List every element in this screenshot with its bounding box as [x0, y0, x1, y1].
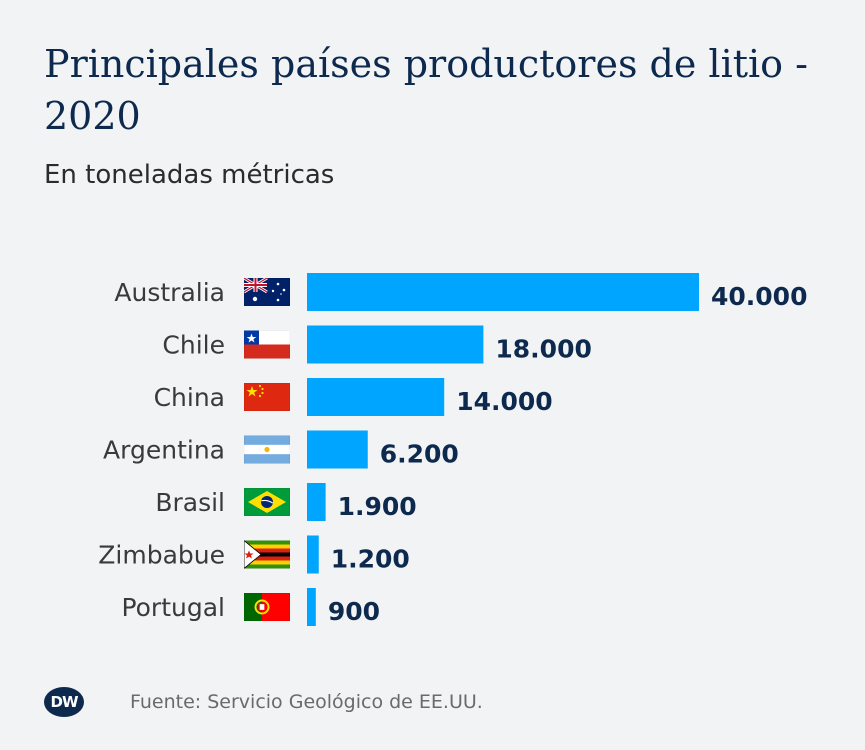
value-label: 14.000	[456, 387, 552, 416]
brazil-flag-icon	[244, 488, 290, 516]
value-label: 40.000	[711, 282, 807, 311]
value-label: 1.200	[331, 545, 410, 574]
footer: DW Fuente: Servicio Geológico de EE.UU.	[44, 684, 483, 720]
country-label: Zimbabue	[98, 541, 225, 570]
zimbabwe-flag-icon	[244, 540, 290, 569]
dw-logo: DW	[44, 687, 84, 717]
value-label: 6.200	[380, 440, 459, 469]
country-label: Portugal	[121, 593, 225, 622]
country-label: Argentina	[103, 436, 225, 465]
bar-argentina	[307, 430, 368, 469]
bar-portugal	[307, 588, 316, 626]
bar-china	[307, 378, 445, 416]
argentina-flag-icon	[244, 435, 290, 464]
value-label: 900	[328, 597, 380, 626]
australia-flag-icon	[244, 278, 290, 306]
value-label: 1.900	[338, 492, 417, 521]
china-flag-icon	[244, 383, 290, 411]
country-label: China	[154, 383, 225, 412]
value-label: 18.000	[495, 335, 591, 364]
bar-chart: Australia 40.000 Chile 18.000 China 14.000 Arg…	[98, 273, 807, 626]
bar-chile	[307, 325, 484, 364]
chart-title: Principales países productores de litio …	[44, 42, 808, 138]
portugal-flag-icon	[244, 593, 290, 621]
bar-zimbabue	[307, 535, 319, 574]
country-label: Chile	[162, 331, 225, 360]
country-label: Australia	[114, 278, 225, 307]
country-label: Brasil	[155, 488, 225, 517]
chart-subtitle: En toneladas métricas	[44, 160, 335, 190]
source-note: Fuente: Servicio Geológico de EE.UU.	[130, 691, 483, 713]
bar-australia	[307, 273, 699, 311]
bar-brasil	[307, 483, 326, 521]
chile-flag-icon	[244, 330, 290, 359]
